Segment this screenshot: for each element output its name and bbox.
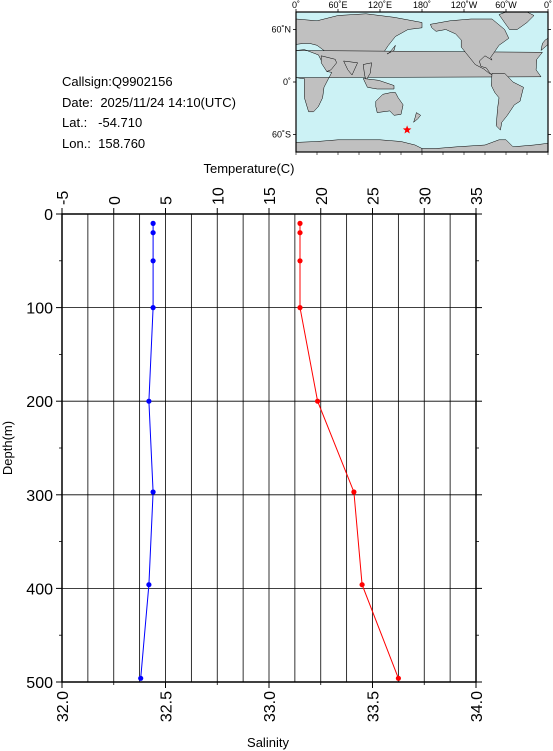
callsign-row: Callsign:Q9902156 [62,72,236,93]
salinity-point [146,398,152,404]
land-india [343,60,358,76]
date-value: 2025/11/24 14:10(UTC) [100,94,236,110]
world-map: 0˚ 60˚E 120˚E 180˚ 120˚W 60˚W 0˚ 60˚N 0˚ 60˚S [271,0,552,155]
top-tick-label: 25 [366,187,383,205]
bottom-tick-label: 33.0 [262,691,279,722]
lat-label: Lat.: [62,115,88,130]
bottom-axis-title: Salinity [247,735,289,750]
date-label: Date: [62,94,94,110]
top-tick-label: -5 [55,191,72,205]
y-tick-label: 0 [44,207,53,224]
callsign-value: Q9902156 [111,74,173,89]
salinity-point [150,230,156,236]
temperature-point [297,230,303,236]
map-lon-label: 60˚E [328,0,347,10]
y-axis-title: Depth(m) [0,421,15,475]
salinity-line [140,223,154,679]
map-lon-label: 120˚W [451,0,478,10]
salinity-point [150,305,156,311]
top-tick-label: 15 [262,187,279,205]
map-lat-label: 0˚ [283,77,291,87]
top-tick-label: 35 [469,187,486,205]
temperature-point [351,489,357,495]
top-tick-label: 10 [210,187,227,205]
map-lon-label: 60˚W [495,0,517,10]
salinity-point [150,258,156,264]
land-southeast-asia [362,62,372,81]
lon-value: 158.760 [98,135,146,151]
y-tick-label: 300 [26,488,53,505]
salinity-point [150,489,156,495]
land-south-america [491,73,524,131]
map-lon-label: 0˚ [292,0,300,10]
bottom-tick-label: 32.0 [55,691,72,722]
land-arabia [320,55,337,72]
land-greenland [498,11,535,30]
top-tick-label: 5 [159,196,176,205]
bottom-tick-label: 34.0 [469,691,486,722]
land-europe-west [540,37,549,52]
map-lon-label: 0˚ [544,0,552,10]
salinity-point [146,582,152,588]
callsign-label: Callsign: [62,74,112,89]
map-lat-label: 60˚N [271,25,291,35]
land-north-america [430,18,510,76]
land-australia [375,92,404,116]
temperature-point [315,398,321,404]
temperature-point [297,258,303,264]
lon-row: Lon.: 158.760 [62,134,236,155]
bottom-tick-label: 32.5 [159,691,176,722]
salinity-point [138,675,144,681]
temperature-point [297,220,303,226]
temperature-point [359,582,365,588]
top-tick-label: 0 [107,196,124,205]
y-tick-label: 400 [26,581,53,598]
salinity-point [150,220,156,226]
map-lon-label: 180˚ [413,0,431,10]
land-new-zealand [413,112,421,124]
y-tick-label: 100 [26,301,53,318]
y-tick-label: 500 [26,675,53,692]
star-icon [402,125,412,134]
y-tick-label: 200 [26,394,53,411]
temperature-point [297,305,303,311]
temperature-point [395,675,401,681]
top-axis-title: Temperature(C) [203,161,294,176]
date-row: Date: 2025/11/24 14:10(UTC) [62,93,236,114]
map-lat-label: 60˚S [272,130,291,140]
lon-label: Lon.: [62,135,91,151]
land-indonesia [362,78,395,90]
map-lon-label: 120˚E [368,0,392,10]
bottom-tick-label: 33.5 [366,691,383,722]
station-info: Callsign:Q9902156 Date: 2025/11/24 14:10… [62,72,236,154]
temperature-line [299,223,399,679]
top-tick-label: 20 [314,187,331,205]
lat-value: -54.710 [98,115,143,130]
top-tick-label: 30 [417,187,434,205]
lat-row: Lat.: -54.710 [62,113,236,134]
land-japan [386,45,396,55]
